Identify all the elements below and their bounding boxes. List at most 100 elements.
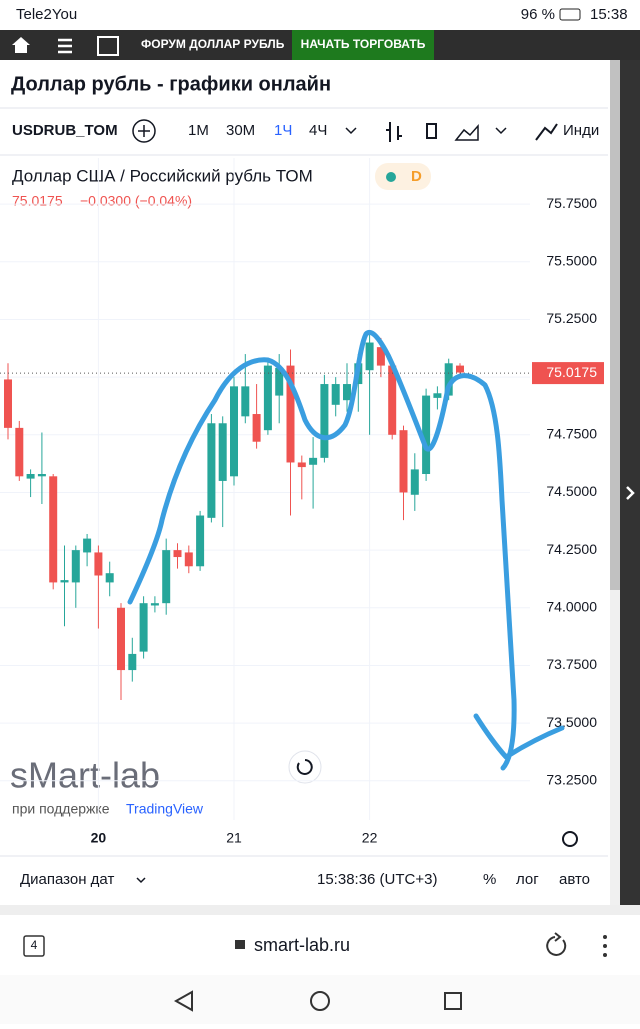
- candle-body: [456, 365, 464, 373]
- candle-body: [139, 603, 148, 652]
- dropdown[interactable]: [345, 127, 357, 135]
- area-icon[interactable]: [454, 124, 479, 141]
- candle-body: [275, 367, 284, 396]
- candle-body: [71, 550, 80, 583]
- date-range[interactable]: Диапазон дат: [20, 871, 114, 888]
- candle-body: [15, 427, 24, 477]
- candle-body: [320, 384, 329, 458]
- y-tick-label: 73.2500: [546, 771, 597, 787]
- plot: 73.2500 73.5000 73.7500 74.0000 74.2500 74.50…: [0, 158, 604, 846]
- candle-body: [297, 462, 306, 468]
- candle-body: [105, 573, 114, 583]
- percent[interactable]: %: [483, 871, 496, 888]
- candle-body: [388, 365, 397, 435]
- x-tick-label: 20: [91, 830, 107, 846]
- candle-body: [263, 365, 272, 431]
- candle-body: [444, 363, 453, 396]
- candles-icon[interactable]: [426, 123, 437, 139]
- battery: 96 %: [521, 6, 555, 23]
- candle-body: [331, 384, 340, 405]
- candle-body: [343, 384, 351, 401]
- candle-body: [94, 552, 103, 576]
- candle-body: [196, 515, 205, 567]
- y-tick-label: 74.2500: [546, 541, 597, 557]
- log[interactable]: лог: [516, 871, 539, 888]
- side-panel: [620, 60, 640, 910]
- x-tick-label: 21: [226, 830, 242, 846]
- candle-body: [309, 457, 318, 465]
- status-bar: [0, 0, 640, 30]
- home-button[interactable]: [310, 991, 330, 1011]
- candle-body: [150, 603, 159, 606]
- reload-icon[interactable]: [546, 932, 567, 956]
- candle-body: [49, 476, 58, 583]
- plus: [138, 125, 150, 137]
- y-tick-label: 74.0000: [546, 598, 597, 614]
- candle-body: [365, 342, 374, 371]
- trade-label: НАЧАТЬ ТОРГОВАТЬ: [301, 37, 426, 51]
- candle-body: [399, 430, 408, 493]
- candle-body: [60, 580, 69, 583]
- y-tick-label: 75.7500: [546, 195, 597, 211]
- supported-by: при поддержке: [12, 801, 110, 817]
- indicators-icon[interactable]: [535, 123, 558, 141]
- candle-body: [410, 469, 419, 495]
- clock: 15:38:36 (UTC+3): [317, 871, 437, 888]
- auto[interactable]: авто: [559, 871, 590, 888]
- recents-button[interactable]: [444, 992, 462, 1010]
- hand-drawn-arrow: [127, 330, 565, 771]
- y-tick-label: 74.7500: [546, 425, 597, 441]
- candle-body: [184, 552, 193, 567]
- dot[interactable]: [603, 935, 607, 939]
- candle-body: [37, 474, 46, 477]
- interval[interactable]: 1Ч: [274, 122, 292, 139]
- reset-button[interactable]: [288, 750, 322, 784]
- y-tick-label: 74.5000: [546, 483, 597, 499]
- candle-body: [4, 379, 12, 428]
- provider[interactable]: TradingView: [126, 801, 204, 817]
- interval[interactable]: 4Ч: [309, 122, 327, 139]
- scroll-thumb[interactable]: [610, 60, 620, 590]
- last-price-tag: [532, 362, 604, 385]
- status-dot: [386, 172, 396, 182]
- candle-body: [376, 347, 385, 366]
- legend-price: 75.0175: [12, 193, 63, 209]
- url[interactable]: smart-lab.ru: [254, 935, 350, 955]
- forum-link[interactable]: ФОРУМ ДОЛЛАР РУБЛЬ: [141, 37, 285, 51]
- badge: [375, 163, 431, 190]
- candle-body: [83, 538, 92, 553]
- home-icon[interactable]: [12, 37, 30, 53]
- back-button[interactable]: [173, 990, 193, 1012]
- chart-title: Доллар США / Российский рубль ТОМ: [12, 166, 313, 185]
- y-tick-label: 73.7500: [546, 656, 597, 672]
- candle-body: [26, 474, 35, 479]
- candle-body: [422, 395, 431, 475]
- tabs-icon[interactable]: [23, 935, 45, 957]
- trade-button[interactable]: [292, 30, 434, 60]
- dot: [603, 953, 607, 957]
- candle-body: [117, 607, 125, 671]
- add-symbol[interactable]: [132, 119, 156, 143]
- interval[interactable]: 30M: [226, 122, 255, 139]
- menu-icon[interactable]: [58, 38, 72, 54]
- candle-body: [128, 653, 137, 671]
- candle-body: [173, 550, 182, 558]
- dropdown[interactable]: [495, 127, 507, 135]
- dropdown[interactable]: [136, 877, 146, 884]
- symbol[interactable]: USDRUB_TOM: [12, 122, 118, 139]
- browser-bar: [0, 915, 640, 975]
- settings-icon[interactable]: [562, 831, 578, 847]
- gap: [0, 905, 640, 915]
- y-tick-label: 73.5000: [546, 714, 597, 730]
- candle-body: [207, 423, 216, 518]
- side-arrow[interactable]: [626, 486, 635, 500]
- bars-icon[interactable]: [386, 122, 402, 142]
- lock-icon: [235, 940, 245, 949]
- doc-icon[interactable]: [97, 36, 119, 56]
- tab-count: 4: [31, 938, 38, 952]
- candle-body: [241, 386, 250, 417]
- interval[interactable]: 1M: [188, 122, 209, 139]
- candle-body: [218, 423, 227, 481]
- indicators[interactable]: Инди: [563, 122, 599, 139]
